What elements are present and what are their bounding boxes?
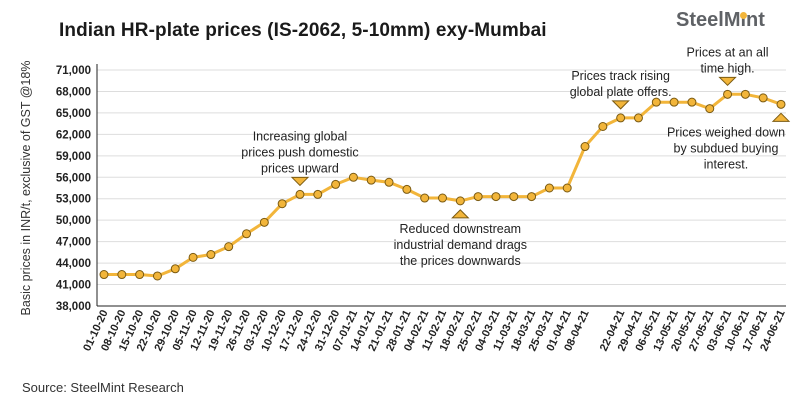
data-point (740, 89, 750, 99)
annotation-text: Increasing global (253, 129, 348, 143)
y-tick-label: 44,000 (56, 258, 91, 270)
data-point (152, 271, 162, 281)
y-tick-label: 41,000 (56, 280, 91, 292)
data-point (420, 193, 430, 203)
logo-text-m: M (723, 9, 741, 31)
up-triangle-marker (451, 209, 470, 219)
annotation-text: Prices at an all (687, 45, 769, 59)
y-tick-label: 59,000 (56, 151, 91, 163)
data-point (491, 192, 501, 202)
annotation: Prices track rising global plate offers. (570, 69, 672, 110)
data-point (348, 172, 358, 182)
annotation-text: global plate offers. (570, 85, 672, 99)
data-point (188, 252, 198, 262)
data-point (598, 121, 608, 131)
data-point (438, 193, 447, 203)
y-tick-label: 38,000 (56, 301, 91, 313)
data-point (402, 184, 412, 194)
data-point (366, 175, 376, 185)
y-axis-label: Basic prices in INR/t, exclusive of GST … (19, 61, 33, 316)
up-triangle-marker (771, 112, 791, 122)
annotation: Prices at an all time high. (687, 45, 769, 87)
data-point (170, 264, 180, 274)
logo-dot-icon (740, 12, 748, 19)
y-tick-label: 68,000 (56, 86, 91, 98)
data-point (562, 183, 572, 193)
annotation-text: prices push domestic (241, 145, 358, 159)
data-point (776, 99, 786, 109)
annotation-text: Prices weighed down (667, 125, 785, 139)
down-triangle-marker (290, 176, 310, 187)
y-tick-label: 53,000 (56, 194, 91, 206)
logo-text-nt: nt (746, 9, 765, 31)
data-point (206, 250, 216, 260)
logo-text-i: ı (740, 9, 747, 31)
source-note: Source: SteelMint Research (22, 380, 184, 395)
data-point (509, 192, 519, 202)
axes (96, 64, 786, 307)
data-point (580, 142, 590, 152)
y-tick-label: 50,000 (56, 215, 91, 227)
data-point (242, 229, 252, 239)
gridlines (97, 69, 786, 307)
y-tick-label: 47,000 (56, 237, 91, 249)
data-point (527, 192, 537, 202)
down-triangle-marker (611, 100, 630, 110)
annotations: Increasing global prices push domestic pri… (241, 45, 791, 268)
data-point (135, 270, 145, 280)
logo-i: ı (740, 9, 748, 32)
data-point (651, 97, 661, 107)
data-point (705, 104, 715, 114)
data-point (117, 270, 127, 280)
data-point (313, 189, 323, 199)
data-point (224, 242, 234, 252)
data-point (723, 89, 733, 99)
steelmint-logo: SteelMı nt (676, 9, 765, 32)
x-tick-labels: 01-10-2008-10-2015-10-2022-10-2029-10-20… (81, 308, 787, 353)
y-tick-label: 56,000 (56, 172, 91, 184)
chart-title: Indian HR-plate prices (IS-2062, 5-10mm)… (59, 20, 547, 41)
data-point (544, 183, 554, 193)
data-point (384, 177, 394, 187)
annotation-text: Prices track rising (571, 69, 670, 83)
data-point (277, 199, 287, 209)
y-tick-label: 65,000 (56, 108, 91, 120)
data-point (616, 113, 626, 123)
annotation: Reduced downstream industrial demand drag… (394, 209, 527, 268)
data-point (473, 192, 483, 202)
price-series (99, 89, 786, 281)
data-point (99, 270, 109, 280)
y-tick-label: 62,000 (56, 129, 91, 141)
data-point (259, 217, 269, 227)
data-point (455, 196, 465, 206)
annotation: Increasing global prices push domestic pri… (241, 129, 359, 187)
data-point (633, 113, 643, 123)
y-tick-label: 71,000 (56, 65, 91, 77)
annotation-text: prices upward (261, 161, 339, 175)
data-point (669, 97, 679, 107)
data-point (758, 93, 768, 103)
annotation-text: time high. (700, 61, 754, 75)
y-tick-labels: 38,000 41,000 44,000 47,000 50,000 53,000 56,0… (56, 65, 91, 313)
data-point (331, 179, 341, 189)
annotation-text: the prices downwards (400, 254, 521, 268)
logo-text-steel: Steel (676, 9, 724, 31)
data-point (295, 189, 305, 199)
annotation-text: Reduced downstream (400, 222, 522, 236)
data-point (687, 97, 697, 107)
annotation: Prices weighed down by subdued buying inte… (667, 112, 791, 171)
annotation-text: interest. (704, 157, 748, 171)
annotation-text: industrial demand drags (394, 238, 527, 252)
down-triangle-marker (718, 76, 737, 87)
annotation-text: by subdued buying (674, 141, 779, 155)
